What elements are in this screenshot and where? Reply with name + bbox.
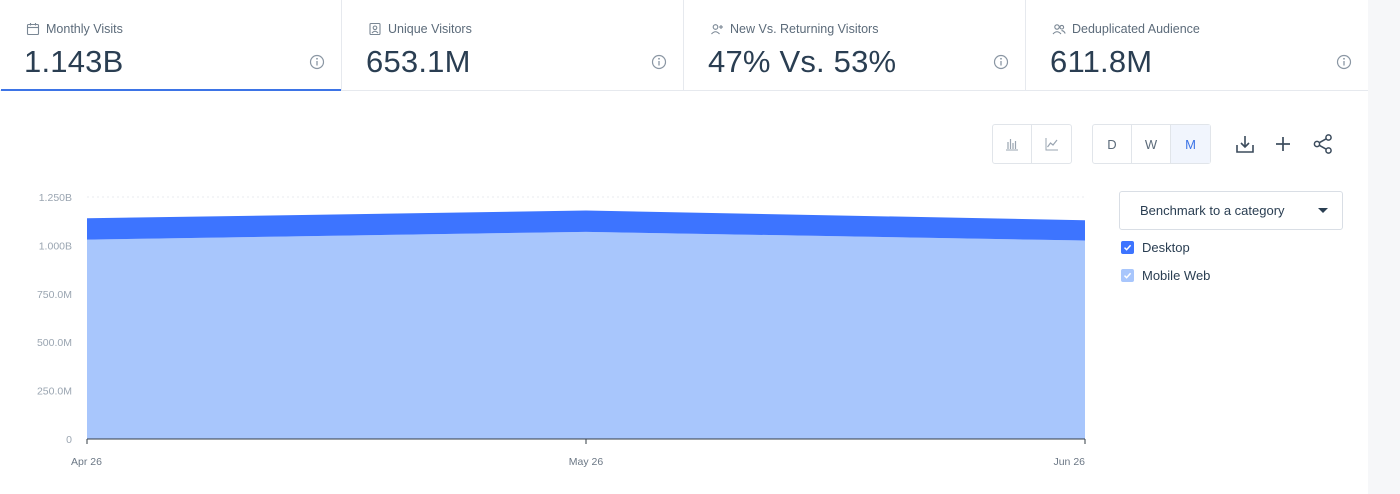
share-icon — [1313, 134, 1332, 154]
series-areas — [87, 210, 1085, 439]
area-series-mobile-web[interactable] — [87, 231, 1085, 439]
person-add-icon — [711, 24, 723, 35]
x-tick-label: May 26 — [569, 456, 604, 468]
traffic-overview-panel: Monthly Visits 1.143B Unique Visitors 65… — [0, 0, 1368, 468]
y-axis-ticks: 0 250.0M 500.0M 750.0M 1.000B 1.250B — [37, 192, 72, 446]
checkbox-checked-icon[interactable] — [1121, 269, 1134, 282]
tab-monthly-visits[interactable]: Monthly Visits 1.143B — [0, 0, 342, 91]
info-icon[interactable] — [309, 54, 325, 70]
granularity-toggle: D W M — [1092, 124, 1211, 164]
x-tick-label: Apr 26 — [71, 456, 102, 468]
tab-value: 611.8M — [1050, 44, 1153, 79]
y-tick-label: 0 — [66, 434, 72, 446]
x-axis-ticks: Apr 26 May 26 Jun 26 — [71, 439, 1086, 468]
benchmark-label: Benchmark to a category — [1140, 203, 1285, 218]
benchmark-dropdown[interactable]: Benchmark to a category — [1119, 191, 1343, 230]
checkbox-checked-icon[interactable] — [1121, 241, 1134, 254]
granularity-daily-button[interactable]: D — [1093, 125, 1132, 163]
y-tick-label: 1.000B — [39, 240, 72, 252]
line-chart-icon — [1045, 138, 1058, 151]
legend-label: Mobile Web — [1142, 268, 1211, 283]
info-icon[interactable] — [1336, 54, 1352, 70]
tab-value: 47% Vs. 53% — [708, 44, 897, 79]
granularity-weekly-button[interactable]: W — [1132, 125, 1171, 163]
plus-icon — [1276, 137, 1290, 151]
y-tick-label: 500.0M — [37, 337, 72, 349]
bar-chart-button[interactable] — [993, 125, 1032, 163]
people-icon — [1052, 24, 1066, 35]
download-icon — [1236, 136, 1254, 153]
add-button[interactable] — [1270, 131, 1296, 157]
tab-label: Deduplicated Audience — [1072, 22, 1200, 36]
info-icon[interactable] — [993, 54, 1009, 70]
calendar-icon — [26, 23, 40, 36]
granularity-monthly-button[interactable]: M — [1171, 125, 1210, 163]
share-button[interactable] — [1310, 131, 1336, 157]
tab-label: Unique Visitors — [388, 22, 472, 36]
y-tick-label: 250.0M — [37, 386, 72, 398]
person-card-icon — [369, 22, 381, 36]
y-tick-label: 750.0M — [37, 289, 72, 301]
legend-label: Desktop — [1142, 240, 1190, 255]
chart-type-toggle — [992, 124, 1072, 164]
bar-chart-icon — [1006, 139, 1018, 151]
info-icon[interactable] — [651, 54, 667, 70]
area-series-desktop[interactable] — [87, 210, 1085, 241]
tab-value: 653.1M — [366, 44, 471, 79]
tab-value: 1.143B — [24, 44, 124, 79]
line-chart-button[interactable] — [1032, 125, 1071, 163]
tab-label: New Vs. Returning Visitors — [730, 22, 879, 36]
legend-item-desktop[interactable]: Desktop — [1121, 240, 1190, 255]
page-gutter — [1368, 0, 1400, 494]
tab-unique-visitors[interactable]: Unique Visitors 653.1M — [342, 0, 684, 90]
y-tick-label: 1.250B — [39, 192, 72, 204]
tab-deduplicated-audience[interactable]: Deduplicated Audience 611.8M — [1026, 0, 1368, 90]
legend-item-mobile-web[interactable]: Mobile Web — [1121, 268, 1210, 283]
tab-label: Monthly Visits — [46, 22, 123, 36]
x-tick-label: Jun 26 — [1053, 456, 1085, 468]
caret-down-icon — [1318, 208, 1328, 213]
metric-tabs: Monthly Visits 1.143B Unique Visitors 65… — [0, 0, 1368, 91]
stacked-area-chart: 0 250.0M 500.0M 750.0M 1.000B 1.250B Apr 26 Ma… — [37, 192, 1086, 468]
tab-new-vs-returning[interactable]: New Vs. Returning Visitors 47% Vs. 53% — [684, 0, 1026, 90]
download-button[interactable] — [1232, 131, 1258, 157]
